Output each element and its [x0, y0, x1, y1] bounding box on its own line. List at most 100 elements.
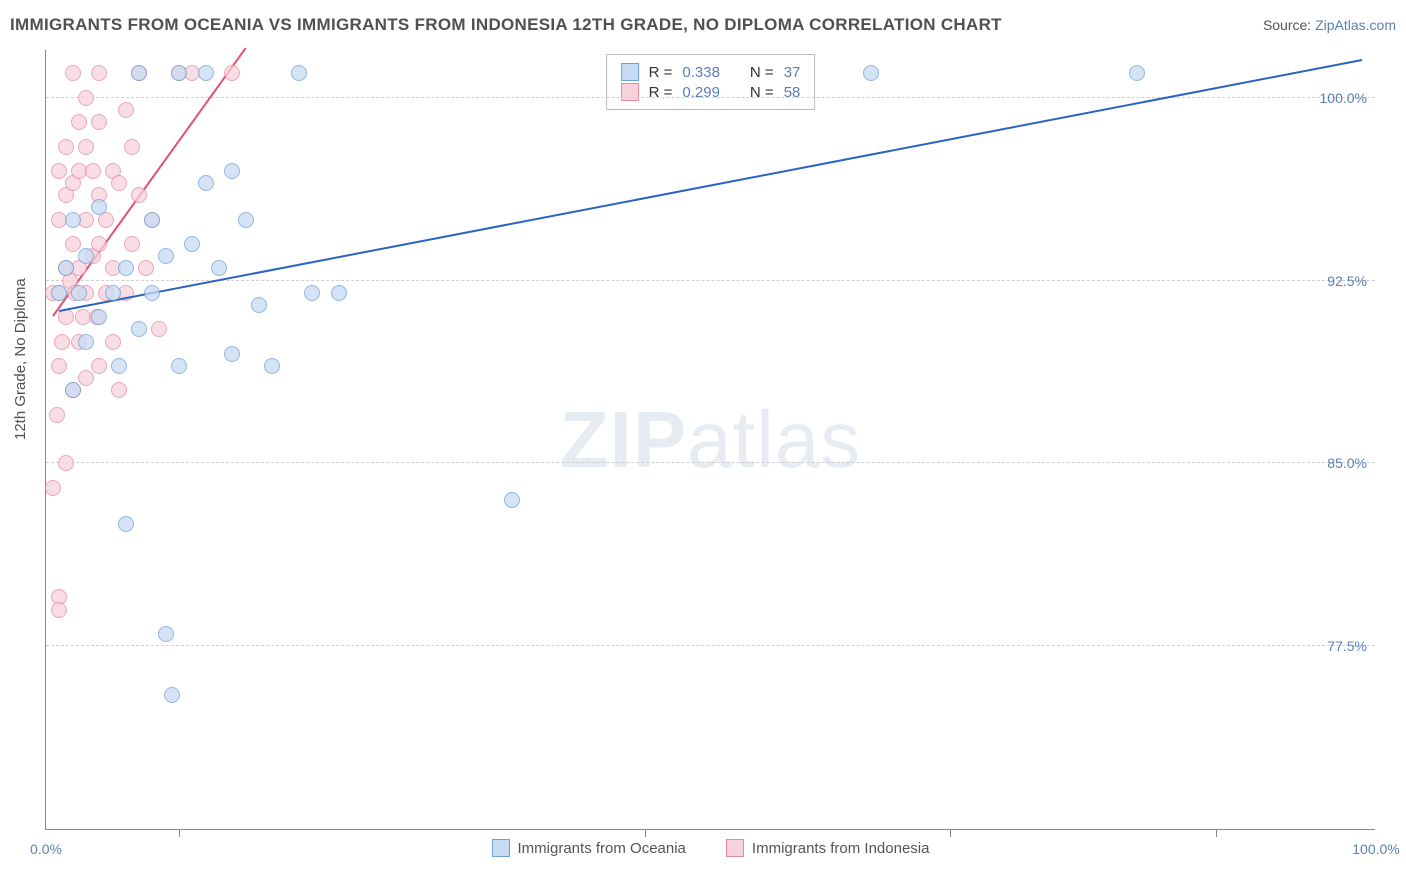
- data-point: [238, 212, 254, 228]
- n-value-indonesia: 58: [784, 84, 801, 101]
- data-point: [111, 382, 127, 398]
- x-tick-label: 0.0%: [30, 841, 62, 857]
- data-point: [158, 626, 174, 642]
- data-point: [65, 382, 81, 398]
- swatch-oceania: [621, 63, 639, 81]
- watermark-atlas: atlas: [687, 395, 861, 484]
- data-point: [105, 334, 121, 350]
- data-point: [304, 285, 320, 301]
- data-point: [291, 65, 307, 81]
- legend-label-oceania: Immigrants from Oceania: [518, 840, 686, 857]
- data-point: [71, 285, 87, 301]
- data-point: [51, 285, 67, 301]
- data-point: [118, 102, 134, 118]
- data-point: [124, 236, 140, 252]
- data-point: [211, 260, 227, 276]
- r-value-oceania: 0.338: [682, 64, 720, 81]
- source-label: Source:: [1263, 17, 1311, 33]
- data-point: [184, 236, 200, 252]
- watermark-zip: ZIP: [560, 395, 687, 484]
- y-tick-label: 100.0%: [1320, 90, 1367, 106]
- y-tick-label: 92.5%: [1327, 273, 1367, 289]
- y-tick-label: 77.5%: [1327, 638, 1367, 654]
- data-point: [54, 334, 70, 350]
- data-point: [151, 321, 167, 337]
- data-point: [264, 358, 280, 374]
- data-point: [118, 260, 134, 276]
- data-point: [198, 175, 214, 191]
- data-point: [91, 114, 107, 130]
- data-point: [198, 65, 214, 81]
- data-point: [65, 236, 81, 252]
- correlation-legend: R = 0.338 N = 37 R = 0.299 N = 58: [606, 54, 816, 110]
- x-tick-mark: [179, 829, 180, 837]
- data-point: [71, 114, 87, 130]
- data-point: [78, 139, 94, 155]
- data-point: [158, 248, 174, 264]
- data-point: [131, 65, 147, 81]
- swatch-indonesia: [726, 839, 744, 857]
- r-value-indonesia: 0.299: [682, 84, 720, 101]
- x-tick-label: 100.0%: [1352, 841, 1399, 857]
- data-point: [118, 516, 134, 532]
- gridline: [46, 280, 1375, 281]
- data-point: [124, 139, 140, 155]
- data-point: [91, 236, 107, 252]
- data-point: [144, 212, 160, 228]
- gridline: [46, 645, 1375, 646]
- legend-row-indonesia: R = 0.299 N = 58: [621, 83, 801, 101]
- swatch-oceania: [492, 839, 510, 857]
- data-point: [91, 199, 107, 215]
- data-point: [91, 309, 107, 325]
- x-tick-mark: [645, 829, 646, 837]
- data-point: [251, 297, 267, 313]
- data-point: [65, 65, 81, 81]
- y-axis-title: 12th Grade, No Diploma: [12, 278, 29, 440]
- data-point: [78, 334, 94, 350]
- gridline: [46, 462, 1375, 463]
- data-point: [58, 260, 74, 276]
- source-link[interactable]: Source: ZipAtlas.com: [1263, 17, 1396, 33]
- data-point: [111, 175, 127, 191]
- r-label: R =: [649, 64, 673, 81]
- y-tick-label: 85.0%: [1327, 455, 1367, 471]
- data-point: [131, 321, 147, 337]
- data-point: [863, 65, 879, 81]
- data-point: [504, 492, 520, 508]
- x-tick-mark: [950, 829, 951, 837]
- scatter-plot: ZIPatlas R = 0.338 N = 37 R = 0.299 N = …: [45, 50, 1375, 830]
- data-point: [224, 346, 240, 362]
- data-point: [224, 163, 240, 179]
- x-tick-mark: [1216, 829, 1217, 837]
- legend-row-oceania: R = 0.338 N = 37: [621, 63, 801, 81]
- n-value-oceania: 37: [784, 64, 801, 81]
- data-point: [331, 285, 347, 301]
- data-point: [224, 65, 240, 81]
- n-label: N =: [750, 84, 774, 101]
- data-point: [51, 163, 67, 179]
- data-point: [78, 90, 94, 106]
- data-point: [78, 248, 94, 264]
- data-point: [85, 163, 101, 179]
- r-label: R =: [649, 84, 673, 101]
- data-point: [78, 370, 94, 386]
- data-point: [45, 480, 61, 496]
- data-point: [171, 65, 187, 81]
- data-point: [51, 602, 67, 618]
- data-point: [1129, 65, 1145, 81]
- data-point: [144, 285, 160, 301]
- data-point: [51, 358, 67, 374]
- data-point: [111, 358, 127, 374]
- series-legend: Immigrants from Oceania Immigrants from …: [492, 839, 930, 857]
- swatch-indonesia: [621, 83, 639, 101]
- data-point: [58, 139, 74, 155]
- data-point: [138, 260, 154, 276]
- chart-title: IMMIGRANTS FROM OCEANIA VS IMMIGRANTS FR…: [10, 15, 1002, 35]
- data-point: [91, 358, 107, 374]
- source-name: ZipAtlas.com: [1315, 17, 1396, 33]
- data-point: [58, 455, 74, 471]
- data-point: [105, 285, 121, 301]
- n-label: N =: [750, 64, 774, 81]
- data-point: [171, 358, 187, 374]
- data-point: [131, 187, 147, 203]
